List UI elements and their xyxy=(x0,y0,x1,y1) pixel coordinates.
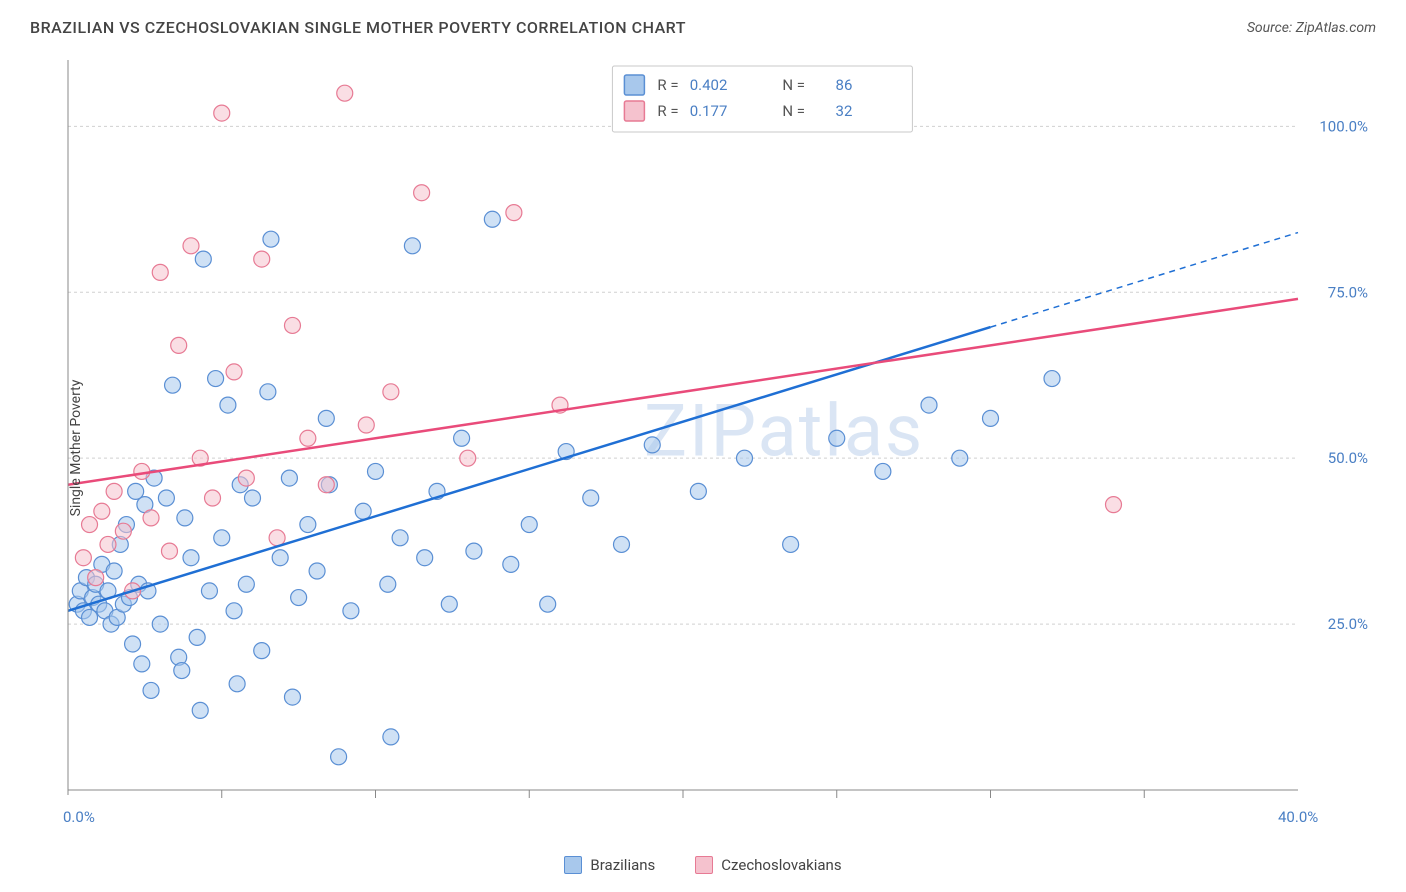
svg-text:100.0%: 100.0% xyxy=(1319,117,1368,135)
source-name: ZipAtlas.com xyxy=(1296,20,1376,36)
y-axis-label: Single Mother Poverty xyxy=(68,380,84,517)
svg-text:N =: N = xyxy=(782,102,805,120)
scatter-plot-svg: 25.0% 50.0% 75.0% 100.0% ZIPatlas R = 0.402 N =… xyxy=(58,50,1378,830)
svg-text:0.177: 0.177 xyxy=(690,102,728,120)
svg-text:75.0%: 75.0% xyxy=(1328,283,1368,301)
x-axis-label-left: 0.0% xyxy=(63,808,95,826)
chart-title: BRAZILIAN VS CZECHOSLOVAKIAN SINGLE MOTH… xyxy=(30,18,686,37)
legend-swatch xyxy=(695,856,713,874)
legend-item-czechoslovakians: Czechoslovakians xyxy=(695,856,841,874)
svg-text:0.402: 0.402 xyxy=(690,76,728,94)
legend-item-brazilians: Brazilians xyxy=(564,856,655,874)
svg-text:N =: N = xyxy=(782,76,805,94)
x-axis-label-right: 40.0% xyxy=(1278,808,1318,826)
svg-text:50.0%: 50.0% xyxy=(1328,449,1368,467)
svg-text:R =: R = xyxy=(657,102,678,120)
source-prefix: Source: xyxy=(1247,20,1296,36)
source-attribution: Source: ZipAtlas.com xyxy=(1247,20,1376,36)
svg-text:25.0%: 25.0% xyxy=(1328,615,1368,633)
svg-text:R =: R = xyxy=(657,76,678,94)
legend-label: Brazilians xyxy=(590,856,655,874)
legend-label: Czechoslovakians xyxy=(721,856,841,874)
chart-area: Single Mother Poverty 25.0% 50.0% 75.0% 100… xyxy=(58,50,1378,830)
svg-text:ZIPatlas: ZIPatlas xyxy=(644,389,924,474)
svg-text:86: 86 xyxy=(836,76,853,94)
legend-swatch xyxy=(564,856,582,874)
svg-text:32: 32 xyxy=(836,102,853,120)
legend: Brazilians Czechoslovakians xyxy=(0,856,1406,874)
